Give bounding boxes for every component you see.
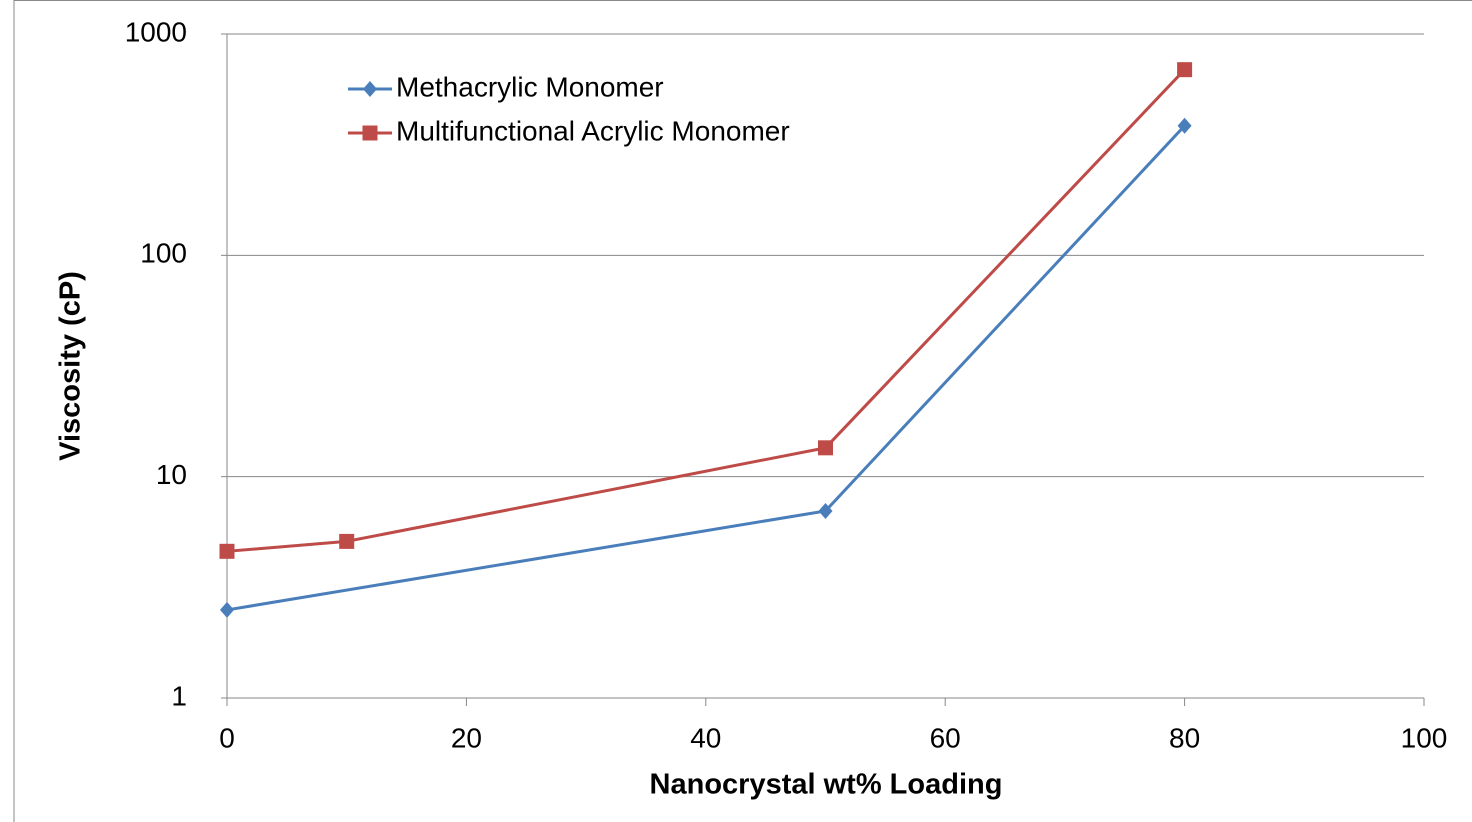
series-line xyxy=(226,68,1186,553)
y-tick-label: 1 xyxy=(171,680,187,711)
x-tick-label: 40 xyxy=(690,722,721,753)
legend-marker xyxy=(362,125,378,141)
x-tick-label: 60 xyxy=(930,722,961,753)
chart-frame xyxy=(13,0,1472,822)
data-point xyxy=(220,601,234,618)
legend-label: Methacrylic Monomer xyxy=(396,71,664,102)
y-tick-label: 100 xyxy=(140,238,187,269)
y-axis-label: Viscosity (cP) xyxy=(55,271,87,461)
y-tick-label: 1000 xyxy=(125,16,187,47)
data-point xyxy=(818,440,833,456)
y-tick-label: 10 xyxy=(156,459,187,490)
data-point xyxy=(339,533,355,549)
x-tick-label: 20 xyxy=(451,722,482,753)
x-tick-label: 0 xyxy=(219,722,235,753)
data-point xyxy=(1177,117,1192,134)
legend-label: Multifunctional Acrylic Monomer xyxy=(396,115,790,146)
data-point xyxy=(818,502,833,519)
data-point xyxy=(219,543,235,559)
data-point xyxy=(1177,62,1193,78)
legend-marker xyxy=(363,81,377,97)
x-axis-label: Nanocrystal wt% Loading xyxy=(650,769,1003,801)
x-tick-label: 100 xyxy=(1401,722,1448,753)
x-tick-label: 80 xyxy=(1169,722,1200,753)
